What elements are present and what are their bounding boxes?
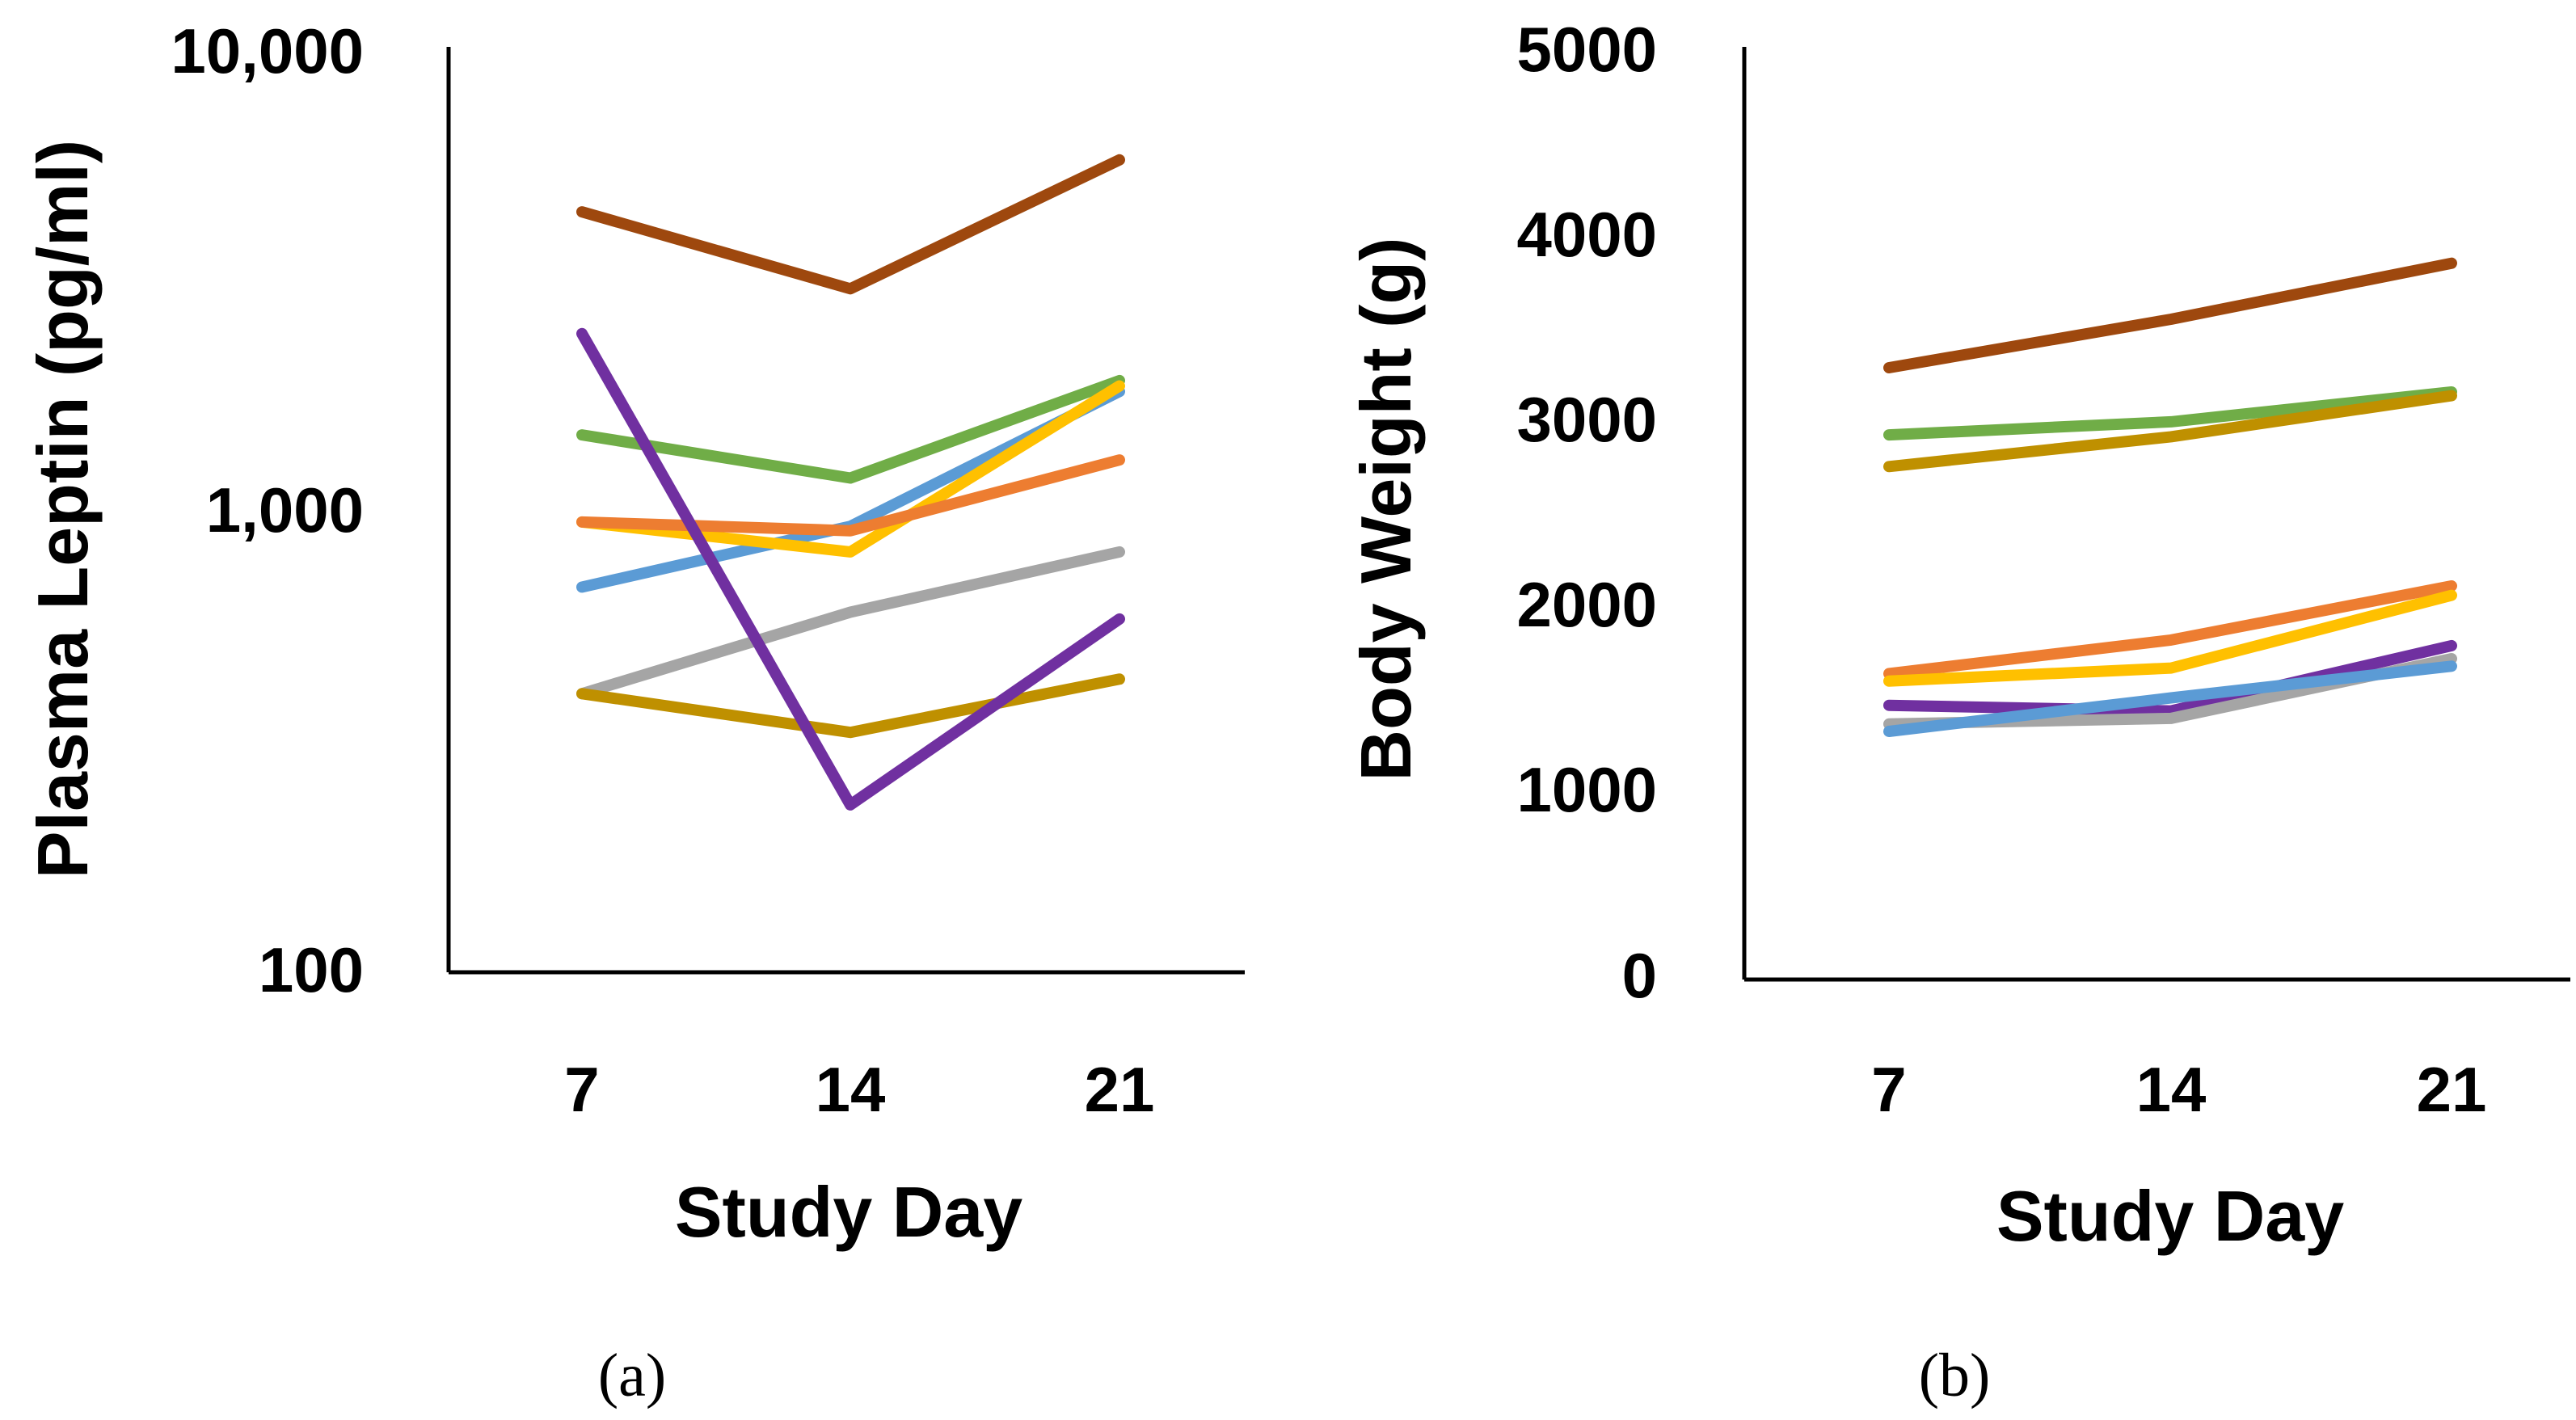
panel-b-series-line-1 [1883, 257, 2457, 373]
panel-b-x-tick-label: 21 [2417, 1054, 2487, 1125]
panel-b-x-tick-label: 7 [1871, 1054, 1906, 1125]
panel-a-x-tick-label: 21 [1085, 1054, 1155, 1125]
panel-b-y-tick-label: 3000 [1516, 384, 1657, 455]
panel-a-y-tick-label: 1,000 [206, 474, 364, 546]
panel-a-x-axis-title: Study Day [675, 1172, 1022, 1252]
panel-a-series-line-6 [576, 546, 1125, 700]
panel-a-x-tick-label: 7 [564, 1054, 599, 1125]
panel-b-series-line-5 [1883, 589, 2457, 687]
panel-b-y-tick-label: 5000 [1516, 14, 1657, 85]
panel-b-series-line-2 [1883, 386, 2457, 441]
panel-b-series-line-8 [1883, 660, 2457, 737]
panel-b-series-line-4 [1883, 580, 2457, 680]
panel-a-series-group [576, 154, 1125, 811]
panel-a-series-line-3 [576, 386, 1125, 593]
panel-b-y-tick-label: 0 [1622, 940, 1657, 1011]
panel-a-series-line-4 [576, 380, 1125, 558]
panel-a-y-tick-label: 10,000 [171, 15, 364, 86]
panel-b-x-tick-label: 14 [2136, 1054, 2207, 1125]
panel-a-series-line-7 [576, 673, 1125, 739]
panel-b-x-axis-title: Study Day [1996, 1176, 2344, 1256]
panel-b-series-group [1883, 257, 2457, 737]
panel-a-series-line-8 [576, 327, 1125, 811]
panel-b-y-axis-title: Body Weight (g) [1346, 238, 1426, 782]
panel-a-series-line-5 [576, 454, 1125, 537]
panel-a: 10,000 1,000 100 7 14 21 Study Day Plasm… [23, 15, 1245, 1409]
panel-b-caption: (b) [1919, 1342, 1991, 1409]
panel-a-series-line-1 [576, 154, 1125, 295]
panel-b-y-tick-label: 1000 [1516, 754, 1657, 825]
panel-b-y-tick-label: 2000 [1516, 569, 1657, 640]
panel-a-caption: (a) [598, 1342, 666, 1409]
panel-a-x-tick-label: 14 [816, 1054, 886, 1125]
panel-b-y-tick-label: 4000 [1516, 199, 1657, 270]
panel-a-y-tick-label: 100 [259, 934, 364, 1005]
panel-a-y-axis-title: Plasma Leptin (pg/ml) [23, 140, 103, 879]
panel-b: 5000 4000 3000 2000 1000 0 7 14 21 Study… [1346, 14, 2570, 1409]
panel-b-series-line-3 [1883, 390, 2457, 473]
panel-b-series-line-6 [1883, 639, 2457, 717]
panel-a-series-line-2 [576, 374, 1125, 484]
